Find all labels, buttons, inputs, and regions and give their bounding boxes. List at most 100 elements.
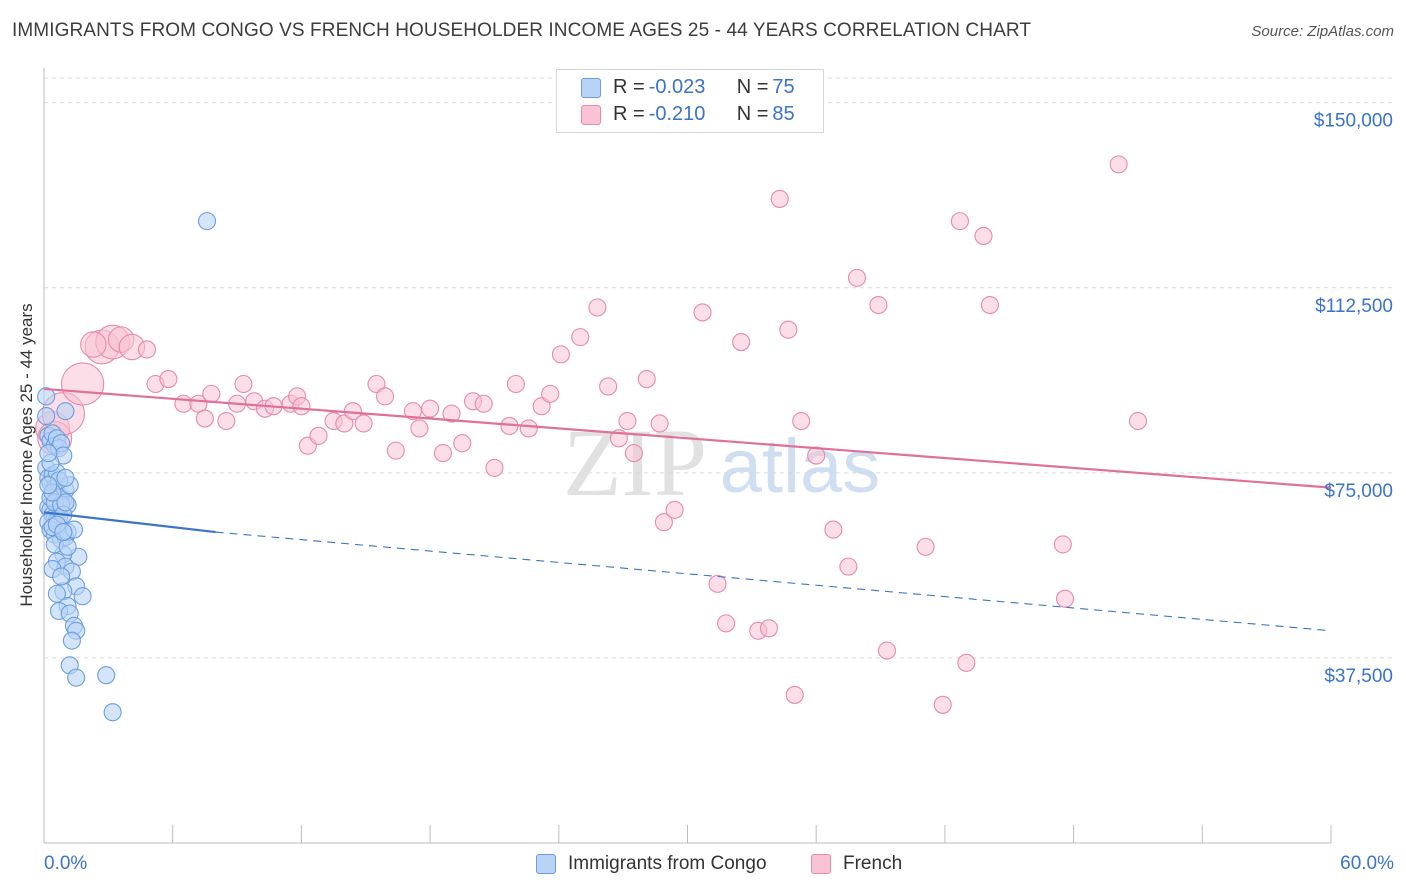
french-point <box>137 340 157 359</box>
grid-lines <box>44 77 1395 659</box>
source-attribution: Source: ZipAtlas.com <box>1251 23 1394 40</box>
congo-point <box>67 668 86 687</box>
french-point <box>506 374 525 394</box>
french-point <box>485 458 504 477</box>
congo-point <box>52 567 71 586</box>
bottom-legend-congo[interactable]: Immigrants from Congo <box>536 851 767 877</box>
french-point <box>785 685 804 704</box>
french-point <box>624 444 643 463</box>
french-point <box>654 513 673 532</box>
french-point <box>950 212 969 231</box>
congo-r-label: R = <box>613 76 645 98</box>
french-point <box>1128 411 1147 431</box>
french-point <box>650 414 669 433</box>
french-point <box>916 537 935 556</box>
french-point <box>217 411 236 431</box>
french-point <box>202 384 221 403</box>
congo-swatch <box>581 77 601 98</box>
french-point <box>376 387 395 406</box>
legend-row-congo: R = -0.023 N = 75 <box>557 74 795 101</box>
source-label: Source: <box>1251 23 1308 40</box>
congo-point <box>197 212 217 231</box>
y-tick-label: $75,000 <box>1324 481 1393 502</box>
french-r-label: R = <box>613 103 645 125</box>
french-point <box>532 397 551 416</box>
french-point <box>421 399 440 418</box>
congo-n-value: 75 <box>772 76 795 98</box>
congo-trend-extension <box>215 531 1332 632</box>
french-legend-swatch <box>811 854 831 874</box>
french-point <box>717 614 736 633</box>
french-point <box>708 574 727 593</box>
french-point <box>453 434 472 453</box>
french-point <box>665 500 684 519</box>
french-point <box>759 619 779 638</box>
congo-point <box>56 468 75 487</box>
french-point <box>974 226 993 245</box>
congo-point <box>62 631 81 650</box>
french-point <box>1055 589 1075 608</box>
french-point <box>309 426 328 445</box>
watermark-atlas: atlas <box>720 424 881 509</box>
congo-point <box>97 666 116 685</box>
congo-point <box>73 587 92 606</box>
french-point <box>588 298 607 317</box>
y-axis-label: Householder Income Ages 25 - 44 years <box>17 303 36 607</box>
french-point <box>80 331 107 358</box>
trend-lines <box>43 387 1332 632</box>
french-point <box>877 641 897 660</box>
french-r-value: -0.210 <box>648 103 706 125</box>
congo-legend-label: Immigrants from Congo <box>568 853 767 874</box>
french-point <box>618 411 637 431</box>
source-link[interactable]: ZipAtlas.com <box>1307 23 1394 40</box>
french-point <box>292 397 311 416</box>
french-point <box>980 295 999 315</box>
french-point <box>367 374 386 394</box>
congo-legend-swatch <box>536 854 556 874</box>
bottom-legend-french[interactable]: French <box>811 851 902 877</box>
french-point <box>571 328 590 347</box>
congo-point <box>103 703 122 722</box>
french-point <box>770 189 789 208</box>
french-point <box>541 384 560 403</box>
x-tick-label-max: 60.0% <box>1340 853 1394 874</box>
french-point <box>599 377 618 396</box>
french-point <box>159 370 178 389</box>
french-swatch <box>581 104 601 125</box>
french-point <box>354 414 373 433</box>
french-point <box>957 653 976 672</box>
french-point <box>474 394 493 413</box>
congo-point <box>56 402 75 421</box>
congo-point <box>37 407 56 426</box>
congo-point <box>56 493 75 512</box>
french-point <box>519 419 538 438</box>
congo-n-label: N = <box>736 76 769 98</box>
french-point <box>433 444 453 463</box>
french-point <box>335 414 354 433</box>
french-point <box>442 404 461 423</box>
french-point <box>234 374 253 394</box>
french-point <box>195 409 214 428</box>
congo-point <box>37 387 56 406</box>
french-point <box>869 295 888 315</box>
watermark-zip: ZIP <box>563 409 707 516</box>
french-point <box>732 332 751 352</box>
congo-trend-line <box>43 511 216 534</box>
french-point <box>792 411 811 431</box>
french-trend-line <box>43 387 1332 489</box>
congo-r-value: -0.023 <box>648 76 706 98</box>
tick-labels: $37,500 $75,000 $112,500 $150,000 0.0% 60.0% <box>44 111 1394 874</box>
congo-point <box>54 523 73 542</box>
french-point <box>386 441 405 460</box>
french-point <box>60 362 105 406</box>
french-point <box>933 695 952 714</box>
french-point <box>824 520 843 539</box>
legend-row-french: R = -0.210 N = 85 <box>557 101 795 128</box>
french-point <box>410 419 429 438</box>
french-point <box>1053 535 1072 554</box>
french-n-label: N = <box>736 103 769 125</box>
chart-title: IMMIGRANTS FROM CONGO VS FRENCH HOUSEHOL… <box>12 20 1032 41</box>
y-tick-label: $37,500 <box>1324 666 1393 687</box>
stats-legend: R = -0.023 N = 75 R = -0.210 N = 85 <box>556 69 824 133</box>
